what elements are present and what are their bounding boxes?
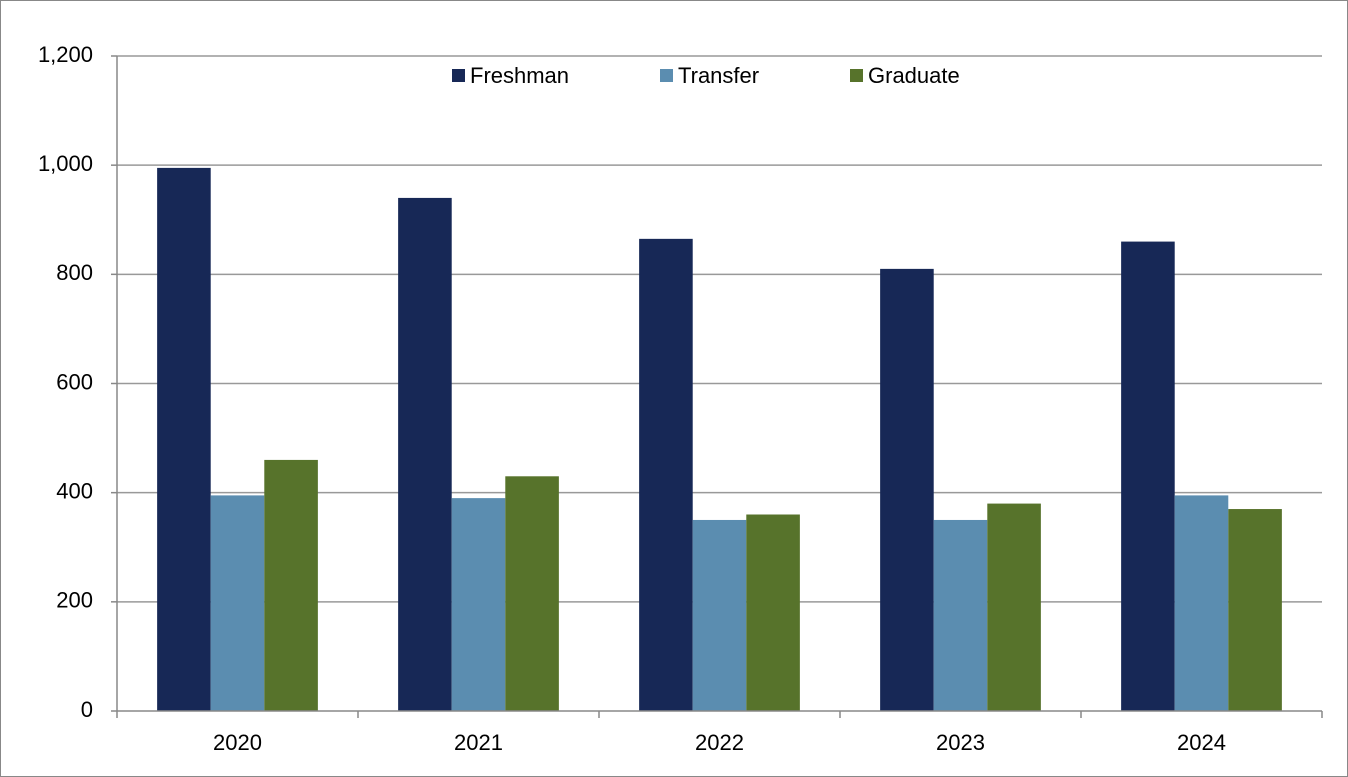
bar [451,498,506,711]
y-tick-label: 800 [56,260,93,285]
bar [1121,241,1175,712]
legend-swatch [850,69,863,82]
legend-label: Graduate [868,63,960,88]
bar [1174,495,1229,711]
legend-swatch [452,69,465,82]
x-tick-label: 2022 [695,730,744,755]
legend-swatch [660,69,673,82]
bar [210,495,265,711]
y-tick-label: 200 [56,588,93,613]
y-tick-label: 400 [56,478,93,503]
bar [1228,509,1282,711]
y-tick-label: 1,000 [38,151,93,176]
bar [692,519,747,711]
legend-label: Freshman [470,63,569,88]
bar [880,268,934,711]
x-tick-label: 2021 [454,730,503,755]
bar [933,519,988,711]
y-tick-label: 1,200 [38,42,93,67]
bar [639,238,693,711]
bar [505,476,559,711]
x-tick-label: 2020 [213,730,262,755]
legend-label: Transfer [678,63,759,88]
x-tick-label: 2024 [1177,730,1226,755]
bar [157,167,211,712]
y-tick-label: 600 [56,369,93,394]
x-tick-label: 2023 [936,730,985,755]
bar [398,197,452,711]
bar [987,503,1041,711]
bar [264,459,318,711]
y-tick-label: 0 [81,697,93,722]
bar [746,514,800,711]
